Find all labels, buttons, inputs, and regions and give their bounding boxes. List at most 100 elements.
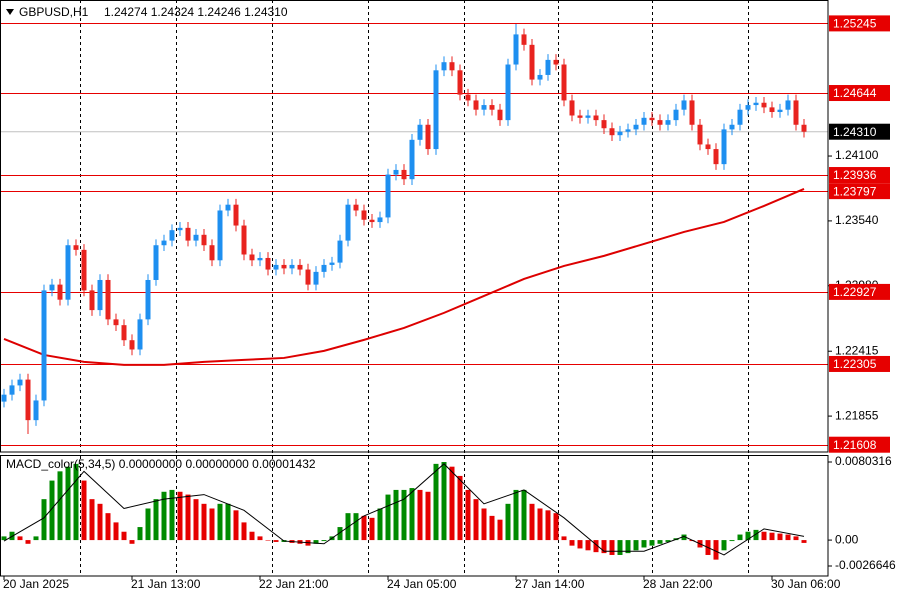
macd-bar xyxy=(425,491,431,541)
indicator-title: MACD_color(5,34,5) 0.00000000 0.00000000… xyxy=(6,457,316,471)
x-tick-label: 28 Jan 22:00 xyxy=(643,577,713,591)
macd-bar xyxy=(209,508,215,541)
macd-bar xyxy=(505,503,511,541)
candle-body xyxy=(537,74,543,80)
candle-body xyxy=(97,279,103,311)
candle-body xyxy=(649,117,655,121)
macd-bar xyxy=(113,522,119,541)
candle-body xyxy=(545,59,551,75)
macd-bar xyxy=(65,466,71,541)
candle-body xyxy=(473,100,479,110)
macd-bar xyxy=(657,540,663,544)
plot-layer xyxy=(0,23,828,560)
ohlc-readout: 1.24274 1.24324 1.24246 1.24310 xyxy=(104,5,288,19)
macd-bar xyxy=(737,534,743,541)
macd-bar xyxy=(417,489,423,541)
level-label-box xyxy=(829,183,890,200)
macd-bar xyxy=(713,540,719,560)
macd-bar xyxy=(129,540,135,544)
candle-body xyxy=(521,34,527,45)
candle-body xyxy=(761,102,767,108)
macd-bar xyxy=(433,463,439,541)
candle-body xyxy=(409,139,415,180)
macd-bar xyxy=(369,517,375,541)
macd-bar xyxy=(321,540,327,542)
candle-body xyxy=(777,109,783,113)
macd-bar xyxy=(169,489,175,541)
macd-bar xyxy=(353,513,359,541)
candle-body xyxy=(345,204,351,241)
macd-bar xyxy=(145,508,151,541)
macd-bar xyxy=(681,534,687,541)
macd-bar xyxy=(105,513,111,541)
candle-body xyxy=(601,120,607,129)
candle-body xyxy=(169,230,175,241)
candle-body xyxy=(385,174,391,218)
candle-body xyxy=(417,124,423,140)
candle-body xyxy=(121,325,127,341)
macd-bar xyxy=(585,540,591,551)
macd-bar xyxy=(153,499,159,541)
candle-body xyxy=(737,109,743,125)
candle-body xyxy=(465,94,471,101)
macd-bar xyxy=(481,508,487,541)
level-label: 1.21608 xyxy=(833,438,877,452)
symbol: GBPUSD,H1 xyxy=(19,5,89,19)
x-tick-label: 22 Jan 21:00 xyxy=(259,577,329,591)
macd-bar xyxy=(409,488,415,541)
macd-bar xyxy=(553,513,559,541)
macd-bar xyxy=(617,540,623,555)
macd-bar xyxy=(313,540,319,544)
candle-body xyxy=(681,100,687,110)
candle-body xyxy=(673,109,679,121)
price-label: 1.24310 xyxy=(833,125,877,139)
macd-bar xyxy=(225,503,231,541)
level-label: 1.22305 xyxy=(833,357,877,371)
candle-body xyxy=(489,105,495,110)
candle-body xyxy=(273,264,279,270)
main-pane-frame xyxy=(0,0,829,453)
macd-bar xyxy=(441,462,447,541)
candle-body xyxy=(441,62,447,71)
level-label-box xyxy=(829,436,890,453)
macd-bar xyxy=(769,532,775,541)
candle-body xyxy=(449,62,455,71)
candle-body xyxy=(1,394,7,402)
collapse-arrow[interactable] xyxy=(6,9,14,15)
level-label-box xyxy=(829,15,890,32)
candle-body xyxy=(705,144,711,150)
x-tick-label: 24 Jan 05:00 xyxy=(387,577,457,591)
macd-bar xyxy=(49,480,55,541)
macd-bar xyxy=(593,540,599,553)
candle-body xyxy=(337,240,343,263)
level-label: 1.25245 xyxy=(833,17,877,31)
candle-body xyxy=(609,128,615,136)
macd-bar xyxy=(537,508,543,541)
candle-body xyxy=(289,264,295,269)
candle-body xyxy=(497,109,503,121)
candle-body xyxy=(393,169,399,175)
candle-body xyxy=(225,204,231,211)
candle-body xyxy=(177,227,183,231)
candle-body xyxy=(361,210,367,220)
candle-body xyxy=(129,340,135,350)
candle-body xyxy=(17,379,23,386)
y-tick-label: 0.00 xyxy=(835,532,859,546)
macd-bar xyxy=(273,540,279,542)
macd-bar xyxy=(449,466,455,541)
y-tick-label: 1.21855 xyxy=(835,408,879,422)
macd-bar xyxy=(401,489,407,541)
candle-body xyxy=(745,105,751,110)
candle-body xyxy=(713,149,719,165)
macd-bar xyxy=(377,508,383,541)
candle-body xyxy=(153,245,159,280)
macd-bar xyxy=(185,494,191,541)
candle-body xyxy=(657,120,663,125)
macd-bar xyxy=(385,494,391,541)
macd-bar xyxy=(393,489,399,541)
level-label-box xyxy=(829,167,890,184)
macd-bar xyxy=(761,531,767,541)
candle-body xyxy=(321,264,327,272)
candle-body xyxy=(249,254,255,261)
x-tick-label: 20 Jan 2025 xyxy=(3,577,69,591)
